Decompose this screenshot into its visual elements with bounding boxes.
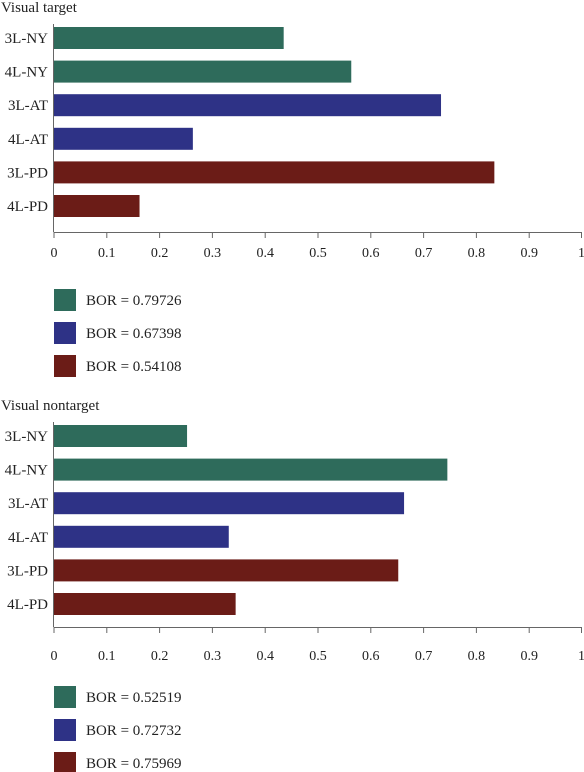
x-tick-label: 0.8: [468, 246, 486, 261]
legend-label: BOR = 0.75969: [86, 756, 182, 772]
category-label: 3L-PD: [7, 563, 48, 579]
x-tick-label: 0.4: [256, 649, 274, 664]
legend-swatch: [54, 322, 76, 344]
x-tick-label: 0.7: [415, 649, 433, 664]
x-tick-label: 0.4: [256, 246, 274, 261]
category-label: 4L-PD: [7, 597, 48, 613]
legend-swatch: [54, 686, 76, 708]
x-tick-label: 0.1: [98, 246, 116, 261]
chart-panel-1: Visual target 3L-NY 4L-NY 3L-AT 4L-AT 3L-PD 4L…: [1, 0, 584, 377]
category-label: 4L-NY: [5, 65, 48, 81]
x-tick-label: 0.5: [309, 246, 327, 261]
bar-3l-pd: [54, 559, 399, 582]
x-tick-label: 1: [578, 649, 584, 664]
bar-3l-at: [54, 94, 442, 117]
legend-label: BOR = 0.79726: [86, 293, 182, 309]
legend-swatch: [54, 719, 76, 741]
x-tick-label: 0.9: [520, 649, 538, 664]
x-tick-label: 0.9: [520, 246, 538, 261]
category-label: 4L-AT: [8, 530, 48, 546]
x-tick-label: 0.2: [151, 649, 169, 664]
legend-label: BOR = 0.54108: [86, 359, 182, 375]
category-label: 4L-NY: [5, 463, 48, 479]
x-tick-label: 0: [51, 246, 58, 261]
bar-4l-at: [54, 127, 193, 150]
x-tick-label: 0: [51, 649, 58, 664]
category-label: 3L-AT: [8, 496, 48, 512]
category-label: 4L-PD: [7, 199, 48, 215]
x-tick-label: 0.3: [204, 649, 222, 664]
category-label: 3L-AT: [8, 98, 48, 114]
category-label: 3L-NY: [5, 429, 48, 445]
bar-4l-ny: [54, 458, 448, 481]
x-tick-label: 0.5: [309, 649, 327, 664]
x-tick-label: 1: [578, 246, 584, 261]
category-label: 4L-AT: [8, 132, 48, 148]
category-label: 3L-NY: [5, 31, 48, 47]
x-tick-label: 0.6: [362, 246, 380, 261]
bar-4l-ny: [54, 60, 352, 83]
legend-label: BOR = 0.52519: [86, 690, 182, 706]
legend-swatch: [54, 289, 76, 311]
bar-4l-pd: [54, 593, 236, 615]
x-tick-label: 0.1: [98, 649, 116, 664]
bar-3l-pd: [54, 161, 495, 184]
x-tick-label: 0.2: [151, 246, 169, 261]
chart-title: Visual nontarget: [1, 398, 100, 414]
bar-4l-at: [54, 525, 229, 548]
bar-3l-ny: [54, 27, 284, 49]
bar-3l-at: [54, 492, 405, 515]
x-tick-label: 0.6: [362, 649, 380, 664]
bar-4l-pd: [54, 195, 140, 217]
chart-panel-2: Visual nontarget 3L-NY 4L-NY 3L-AT 4L-AT 3L-P…: [1, 398, 584, 772]
category-label: 3L-PD: [7, 165, 48, 181]
legend-label: BOR = 0.72732: [86, 723, 182, 739]
legend-swatch: [54, 355, 76, 377]
x-tick-label: 0.3: [204, 246, 222, 261]
legend-swatch: [54, 752, 76, 772]
x-tick-label: 0.7: [415, 246, 433, 261]
legend-label: BOR = 0.67398: [86, 326, 182, 342]
x-tick-label: 0.8: [468, 649, 486, 664]
bar-3l-ny: [54, 425, 188, 447]
chart-title: Visual target: [1, 0, 78, 16]
